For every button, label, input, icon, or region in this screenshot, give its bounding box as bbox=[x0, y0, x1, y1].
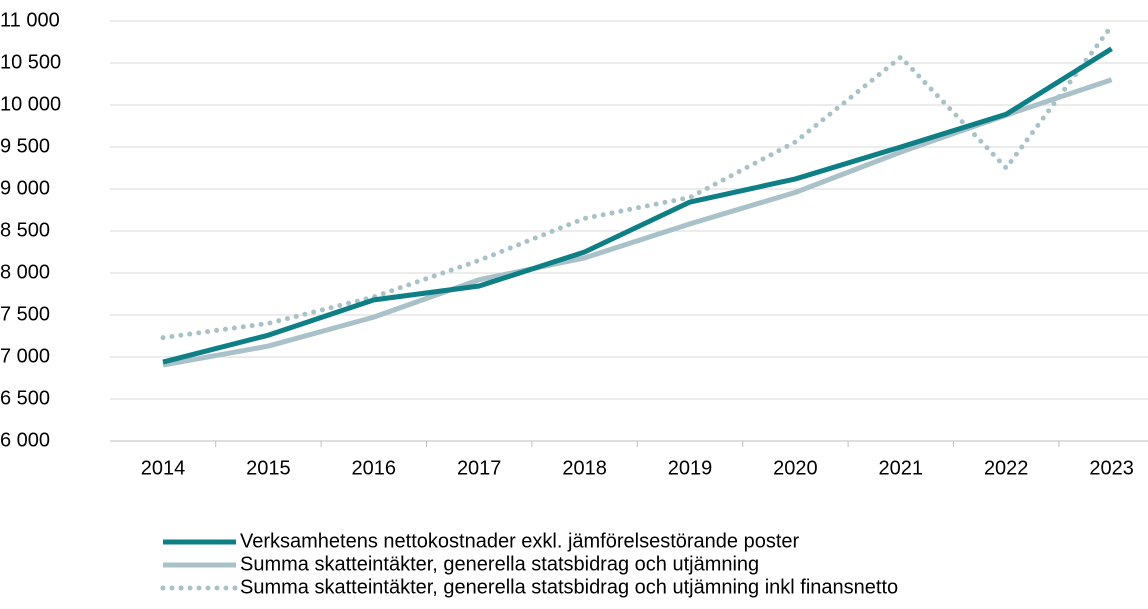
x-tick-label: 2020 bbox=[773, 457, 818, 479]
y-tick-label: 6 500 bbox=[0, 387, 50, 409]
series-line bbox=[162, 77, 1113, 368]
y-tick-label: 9 000 bbox=[0, 177, 50, 199]
y-tick-label: 8 500 bbox=[0, 219, 50, 241]
y-tick-label: 7 500 bbox=[0, 303, 50, 325]
x-tick-label: 2015 bbox=[246, 457, 291, 479]
y-tick-label: 8 000 bbox=[0, 261, 50, 283]
legend-label: Summa skatteintäkter, generella statsbid… bbox=[240, 576, 898, 598]
x-tick-label: 2014 bbox=[141, 457, 186, 479]
series-line bbox=[160, 23, 1115, 341]
x-tick-label: 2022 bbox=[984, 457, 1029, 479]
x-tick-label: 2019 bbox=[668, 457, 713, 479]
x-tick-label: 2016 bbox=[352, 457, 397, 479]
y-tick-label: 10 000 bbox=[0, 93, 61, 115]
series-line bbox=[162, 46, 1113, 365]
y-tick-label: 9 500 bbox=[0, 135, 50, 157]
y-tick-label: 6 000 bbox=[0, 429, 50, 451]
x-tick-label: 2018 bbox=[562, 457, 607, 479]
legend-label: Verksamhetens nettokostnader exkl. jämfö… bbox=[240, 530, 800, 552]
legend-label: Summa skatteintäkter, generella statsbid… bbox=[240, 553, 759, 575]
x-tick-label: 2023 bbox=[1089, 457, 1134, 479]
x-tick-label: 2017 bbox=[457, 457, 502, 479]
y-tick-label: 11 000 bbox=[0, 9, 60, 31]
y-tick-label: 7 000 bbox=[0, 345, 50, 367]
x-tick-label: 2021 bbox=[879, 457, 924, 479]
y-tick-label: 10 500 bbox=[0, 51, 61, 73]
